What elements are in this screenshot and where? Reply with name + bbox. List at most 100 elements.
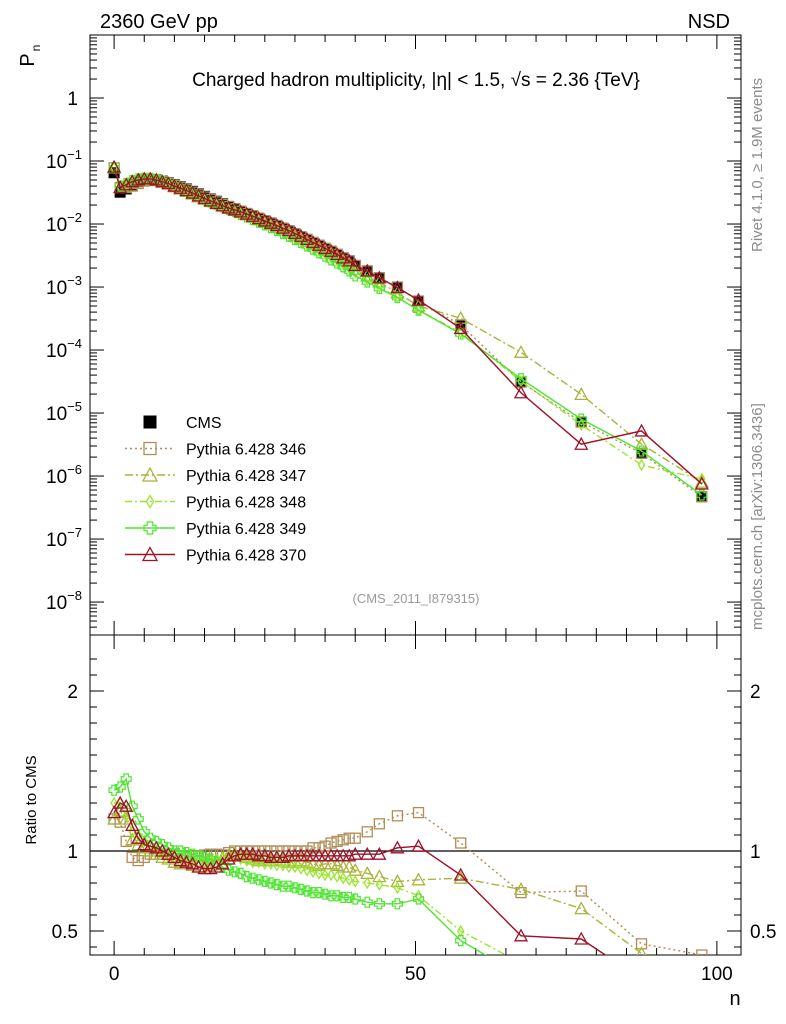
data-point <box>412 893 425 905</box>
data-point <box>373 818 385 830</box>
data-point <box>227 202 242 216</box>
data-point <box>126 800 138 812</box>
data-point <box>342 848 357 862</box>
ratio-line-349 <box>113 777 487 955</box>
data-point <box>373 282 385 295</box>
legend-item-349: Pythia 6.428 349 <box>125 521 306 538</box>
data-point <box>339 871 347 885</box>
data-point <box>185 185 200 199</box>
main-ytick-label: 10−1 <box>46 147 82 173</box>
data-point <box>635 445 648 457</box>
main-tick-labels: 110−110−210−310−410−510−610−710−8 <box>46 89 82 614</box>
data-point <box>203 193 218 207</box>
ratio-ytick-label-right: 2 <box>750 682 761 703</box>
main-ytick-label: 10−2 <box>46 210 82 236</box>
data-point <box>390 840 405 854</box>
data-point <box>239 206 254 220</box>
data-point <box>132 813 144 825</box>
ratio-ytick-label: 2 <box>67 682 78 703</box>
data-point <box>125 818 140 832</box>
legend-label: Pythia 6.428 348 <box>186 495 306 512</box>
data-point <box>360 263 375 277</box>
ytick-exp: −4 <box>67 336 82 351</box>
ratio-axis-ticks <box>90 635 741 955</box>
data-point <box>164 849 173 863</box>
data-point <box>259 875 271 887</box>
legend: CMS Pythia 6.428 346 Pythia 6.428 347 Pythi… <box>125 415 306 565</box>
data-point <box>186 848 199 860</box>
data-point <box>348 846 363 860</box>
data-point <box>141 546 159 562</box>
data-point <box>174 845 187 857</box>
data-point <box>321 868 329 882</box>
data-point <box>191 859 206 873</box>
series-348 <box>110 161 706 486</box>
data-point <box>574 386 589 400</box>
data-point <box>275 850 290 864</box>
data-point <box>143 441 157 456</box>
data-point <box>515 373 527 385</box>
data-point <box>295 883 307 895</box>
data-point <box>289 882 301 894</box>
ratio-ytick-label-right: 1 <box>750 842 761 863</box>
data-point <box>265 877 277 889</box>
data-point <box>239 850 254 864</box>
main-ylabel: P n <box>17 45 43 67</box>
data-point <box>287 226 303 240</box>
data-point <box>575 413 587 425</box>
data-point <box>273 859 281 872</box>
data-point <box>391 898 404 910</box>
ratio-series-370 <box>107 795 607 955</box>
data-point <box>513 344 529 358</box>
data-point <box>180 847 193 859</box>
data-point <box>257 213 272 227</box>
data-point <box>215 198 230 212</box>
data-point <box>342 253 357 267</box>
data-point <box>351 875 359 888</box>
title-part-1: Charged hadron multiplicity, <box>192 70 431 91</box>
data-point <box>161 846 176 860</box>
data-point <box>245 846 260 860</box>
analysis-watermark: (CMS_2011_I879315) <box>353 591 480 606</box>
data-point <box>361 276 373 288</box>
ratio-plot-panel: 0.5 0.5 1 1 2 2 0 50 100 Ratio to CMS n <box>23 634 776 1010</box>
data-point <box>269 218 284 232</box>
data-point <box>125 174 140 188</box>
data-point <box>375 878 384 891</box>
data-point <box>107 159 122 173</box>
series-370 <box>107 159 709 490</box>
data-point <box>149 840 164 854</box>
legend-label: Pythia 6.428 346 <box>186 442 306 459</box>
data-point <box>313 887 325 899</box>
data-point <box>390 280 405 294</box>
data-point <box>299 854 315 868</box>
main-ytick-label: 1 <box>67 89 78 110</box>
ratio-series-348 <box>110 796 508 955</box>
data-point <box>149 172 164 186</box>
legend-item-CMS: CMS <box>143 415 222 432</box>
series-line-370 <box>113 166 703 485</box>
main-ytick-label: 10−6 <box>46 462 82 488</box>
data-point <box>390 874 405 888</box>
data-point <box>513 882 529 896</box>
data-point <box>349 893 361 905</box>
data-point <box>516 971 526 981</box>
title-part-3: √s = 2.36 {TeV} <box>511 70 640 91</box>
data-point <box>698 472 706 486</box>
data-point <box>221 851 236 865</box>
data-point <box>257 848 272 862</box>
data-point <box>275 220 290 234</box>
ytick-exp: −1 <box>67 147 82 162</box>
data-point <box>120 835 132 848</box>
ratio-xtick-label: 0 <box>109 964 120 985</box>
ratio-line-348 <box>114 802 508 955</box>
data-point <box>279 859 287 872</box>
data-point <box>241 871 253 883</box>
data-point <box>325 837 337 849</box>
ytick-base: 10 <box>46 341 67 362</box>
data-point <box>453 867 468 881</box>
data-point <box>336 250 351 264</box>
data-point <box>119 177 134 191</box>
main-axis-ticks <box>90 34 741 636</box>
data-point <box>281 854 297 868</box>
